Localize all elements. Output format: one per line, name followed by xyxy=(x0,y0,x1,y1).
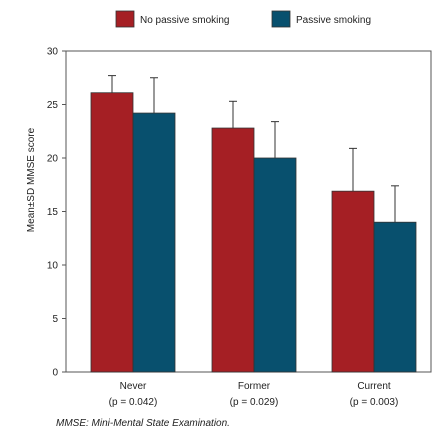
y-tick-label: 10 xyxy=(47,261,59,272)
y-tick-label: 25 xyxy=(47,100,59,111)
legend-swatch xyxy=(115,10,135,28)
bar xyxy=(90,92,134,373)
category-p-value: (p = 0.029) xyxy=(230,397,279,408)
bar xyxy=(331,190,375,373)
y-tick-label: 15 xyxy=(47,207,59,218)
legend-entry: No passive smoking xyxy=(140,15,229,26)
bar xyxy=(211,127,255,373)
y-tick-label: 0 xyxy=(52,368,58,379)
legend-entry: Passive smoking xyxy=(296,15,371,26)
legend-swatch xyxy=(271,10,291,28)
category-p-value: (p = 0.042) xyxy=(109,397,158,408)
bar xyxy=(253,157,297,373)
x-tick-label: Former xyxy=(238,381,271,392)
category-p-value: (p = 0.003) xyxy=(350,397,399,408)
bar xyxy=(373,221,417,373)
footnote: MMSE: Mini-Mental State Examination. xyxy=(56,418,230,429)
bar xyxy=(132,112,176,373)
x-tick-label: Current xyxy=(357,381,391,392)
plot-area: 0 5 10 15 20 25 30 Never (p = 0.042) Former (p = 0… xyxy=(47,47,432,408)
y-tick-label: 20 xyxy=(47,154,59,165)
x-tick-label: Never xyxy=(120,381,147,392)
y-axis-label: Mean±SD MMSE score xyxy=(26,127,37,232)
y-tick-label: 5 xyxy=(52,314,58,325)
legend: No passive smoking Passive smoking xyxy=(115,10,371,28)
y-tick-label: 30 xyxy=(47,47,59,58)
